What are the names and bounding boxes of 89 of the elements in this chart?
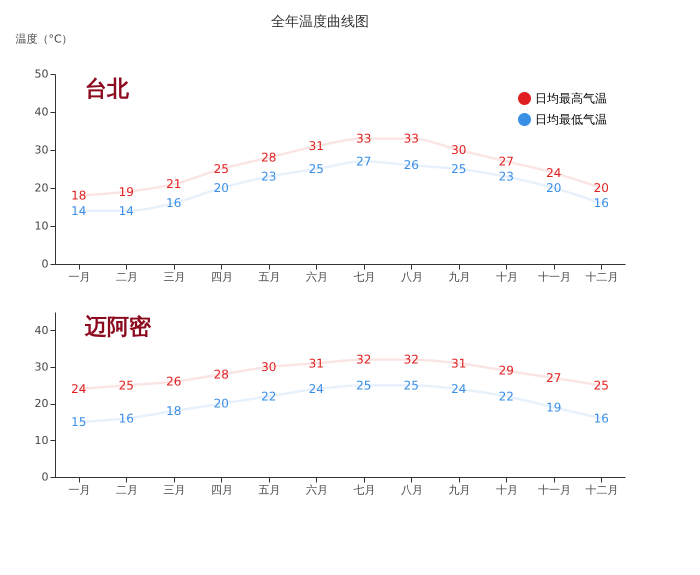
data-label: 25 [404, 378, 419, 392]
data-label: 27 [546, 371, 562, 385]
x-tick-label: 七月 [353, 484, 376, 496]
data-label: 25 [214, 162, 229, 176]
x-tick-label: 六月 [306, 270, 328, 284]
y-axis-title: 温度（°C） [16, 32, 73, 46]
data-label: 28 [214, 367, 229, 382]
data-label: 14 [118, 204, 134, 218]
x-tick-label: 二月 [116, 270, 138, 284]
data-label: 33 [356, 132, 372, 146]
data-label: 22 [498, 389, 514, 404]
y-tick-label: 20 [34, 182, 48, 194]
x-tick-label: 六月 [306, 484, 328, 496]
data-label: 26 [404, 158, 419, 172]
data-label: 21 [166, 177, 182, 192]
x-tick-label: 九月 [448, 484, 470, 496]
y-tick-label: 30 [34, 144, 48, 156]
y-tick-label: 50 [34, 68, 48, 80]
data-label: 26 [166, 374, 182, 389]
x-tick-label: 十二月 [585, 484, 618, 496]
x-tick-label: 一月 [68, 270, 90, 284]
data-label: 29 [498, 364, 514, 378]
x-tick-label: 八月 [400, 484, 423, 496]
data-label: 16 [594, 196, 609, 210]
data-label: 27 [356, 154, 372, 168]
y-tick-label: 40 [34, 106, 48, 118]
data-label: 24 [451, 382, 466, 396]
data-label: 16 [118, 411, 134, 426]
data-label: 33 [404, 132, 419, 146]
data-label: 27 [498, 154, 514, 168]
data-label: 32 [404, 352, 419, 367]
data-label: 31 [308, 356, 324, 370]
data-label: 24 [308, 382, 324, 396]
legend-label: 日均最高气温 [535, 92, 607, 106]
data-label: 24 [546, 166, 562, 180]
x-tick-label: 二月 [116, 484, 138, 496]
data-label: 30 [451, 143, 466, 157]
data-label: 20 [214, 181, 229, 195]
x-tick-label: 十月 [496, 484, 518, 496]
data-label: 22 [261, 389, 276, 404]
x-tick-label: 十一月 [538, 270, 571, 284]
data-label: 32 [356, 352, 372, 367]
x-tick-label: 四月 [210, 484, 233, 496]
x-tick-label: 三月 [163, 270, 186, 284]
x-tick-label: 十月 [496, 270, 518, 284]
data-label: 16 [594, 411, 609, 426]
y-tick-label: 10 [34, 220, 48, 232]
data-label: 31 [308, 139, 324, 154]
x-tick-label: 四月 [210, 270, 233, 284]
data-label: 19 [118, 184, 134, 199]
y-tick-label: 0 [42, 470, 48, 484]
x-tick-label: 九月 [448, 270, 470, 284]
data-label: 23 [261, 170, 276, 184]
x-tick-label: 五月 [258, 484, 280, 496]
data-label: 24 [71, 382, 86, 396]
data-label: 30 [261, 360, 276, 374]
y-tick-label: 30 [34, 360, 48, 374]
legend-label: 日均最低气温 [535, 112, 607, 126]
data-label: 25 [594, 378, 609, 392]
data-label: 19 [546, 400, 562, 414]
data-label: 14 [71, 204, 86, 218]
data-label: 20 [214, 396, 229, 411]
data-label: 20 [546, 181, 562, 195]
x-tick-label: 八月 [400, 270, 423, 284]
data-label: 20 [594, 181, 609, 195]
chart-title: 全年温度曲线图 [271, 14, 369, 30]
data-label: 23 [498, 170, 514, 184]
data-label: 18 [166, 404, 182, 418]
annotation: 台北 [85, 76, 130, 101]
data-label: 18 [71, 188, 86, 203]
data-label: 25 [356, 378, 372, 392]
data-label: 25 [118, 378, 134, 392]
x-tick-label: 十二月 [585, 270, 618, 284]
x-tick-label: 七月 [353, 270, 376, 284]
x-tick-label: 一月 [68, 484, 90, 496]
x-tick-label: 三月 [163, 484, 186, 496]
annotation: 迈阿密 [84, 314, 152, 339]
x-tick-label: 五月 [258, 270, 280, 284]
data-label: 16 [166, 196, 182, 210]
data-label: 25 [451, 162, 466, 176]
data-label: 28 [261, 150, 276, 165]
y-tick-label: 10 [34, 434, 48, 447]
y-tick-label: 0 [42, 258, 48, 270]
data-label: 25 [308, 162, 324, 176]
y-tick-label: 40 [34, 324, 48, 337]
x-tick-label: 十一月 [538, 484, 571, 496]
data-label: 15 [71, 415, 86, 429]
data-label: 31 [451, 356, 466, 370]
y-tick-label: 20 [34, 397, 48, 410]
